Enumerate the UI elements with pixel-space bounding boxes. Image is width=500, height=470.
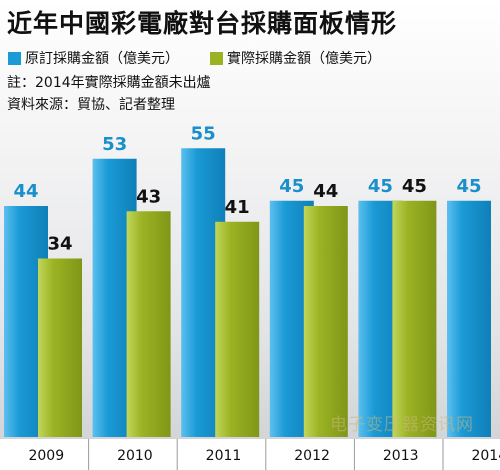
legend-item-actual: 實際採購金額（億美元） xyxy=(210,48,381,68)
source-note: 資料來源：貿協、記者整理 xyxy=(7,97,175,113)
footnote: 註：2014年實際採購金額未出爐 xyxy=(7,75,211,91)
legend-label-planned: 原訂採購金額（億美元） xyxy=(25,51,179,67)
x-axis-strip xyxy=(0,439,500,470)
bar-actual-2009 xyxy=(38,258,82,437)
x-tick-label-2013: 2013 xyxy=(383,448,419,464)
value-label-actual-2011: 41 xyxy=(225,197,250,218)
value-label-planned-2013: 45 xyxy=(368,176,393,197)
value-label-planned-2011: 55 xyxy=(191,123,216,144)
value-label-actual-2012: 44 xyxy=(313,181,338,202)
value-label-planned-2014: 45 xyxy=(456,176,481,197)
bar-actual-2011 xyxy=(215,221,260,437)
legend-swatch-actual xyxy=(210,51,223,65)
x-tick-label-2010: 2010 xyxy=(117,448,153,464)
x-tick-label-2012: 2012 xyxy=(294,448,330,464)
bar-actual-2010 xyxy=(126,211,171,437)
bar-actual-2012 xyxy=(303,206,348,437)
x-tick-label-2014: 2014 xyxy=(471,448,500,464)
x-tick-label-2011: 2011 xyxy=(206,448,242,464)
value-label-planned-2012: 45 xyxy=(279,176,304,197)
value-label-planned-2010: 53 xyxy=(102,134,127,155)
value-label-actual-2009: 34 xyxy=(47,234,72,255)
chart-title: 近年中國彩電廠對台採購面板情形 xyxy=(7,9,398,38)
value-label-actual-2013: 45 xyxy=(402,176,427,197)
bar-planned-2014 xyxy=(447,200,491,437)
legend-label-actual: 實際採購金額（億美元） xyxy=(227,51,381,67)
value-label-actual-2010: 43 xyxy=(136,186,161,207)
legend-item-planned: 原訂採購金額（億美元） xyxy=(8,48,179,68)
legend-swatch-planned xyxy=(8,51,21,65)
x-tick-label-2009: 2009 xyxy=(28,448,64,464)
watermark: 电子变压器资讯网 xyxy=(330,415,474,435)
bar-actual-2013 xyxy=(392,200,437,437)
value-label-planned-2009: 44 xyxy=(13,181,38,202)
